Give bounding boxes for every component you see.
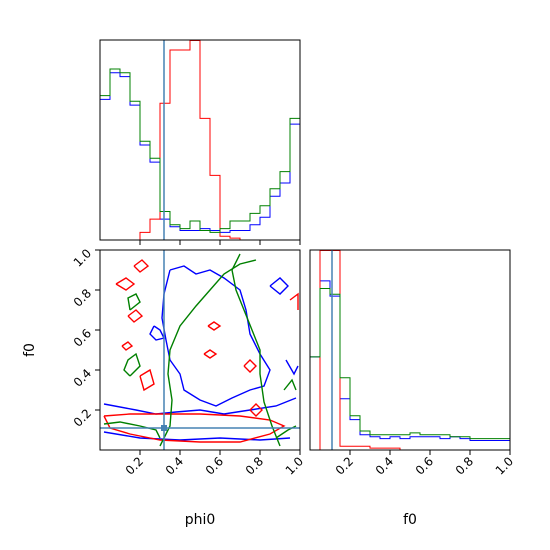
- histogram-phi0-frame: [99, 39, 301, 241]
- contour-red: [115, 277, 136, 291]
- x-tick-label: 0.8: [243, 454, 266, 477]
- y-tick-label: 0.8: [71, 286, 94, 309]
- y-tick-label: 0.6: [71, 326, 94, 349]
- x-axis-label-f0: f0: [403, 512, 417, 528]
- axis-labels: phi0 f0 f0: [22, 343, 417, 528]
- x-tick-label: 0.4: [373, 454, 396, 477]
- contour-blue: [149, 325, 166, 341]
- contour-green: [283, 378, 297, 391]
- contour-red: [289, 292, 299, 310]
- y-tick-label: 1.0: [71, 246, 94, 269]
- contour-red: [103, 413, 286, 443]
- contour-red: [207, 321, 222, 331]
- contour-red: [133, 259, 150, 273]
- contour-blue: [285, 359, 299, 376]
- hist-series-green: [100, 68, 300, 233]
- x-tick-label: 1.0: [493, 454, 516, 477]
- x-tick-label: 0.2: [333, 454, 356, 477]
- y-tick-label: 0.2: [71, 406, 94, 429]
- contour-panel-frame: [99, 249, 301, 451]
- x-tick-label: 0.8: [453, 454, 476, 477]
- contour-green: [123, 352, 141, 377]
- contour-phi0-f0-panel: 0.2 0.4 0.6 0.8 1.0 0.2 0.4 0.6 0.8 1.0: [71, 246, 306, 477]
- contour-green: [103, 421, 161, 439]
- hist-series-green: [310, 288, 510, 440]
- y-axis-label-f0: f0: [22, 343, 38, 357]
- histogram-f0-panel: 0.2 0.4 0.6 0.8 1.0: [309, 249, 516, 478]
- y-tick-label: 0.4: [71, 366, 94, 389]
- contour-blue: [269, 277, 289, 295]
- contour-red: [249, 403, 263, 417]
- contour-red: [243, 359, 257, 373]
- contour-blue: [161, 265, 271, 407]
- contour-green: [127, 293, 141, 311]
- x-tick-label: 1.0: [283, 454, 306, 477]
- truth-marker: [161, 425, 167, 431]
- x-tick-label: 0.2: [123, 454, 146, 477]
- x-tick-label: 0.6: [203, 454, 226, 477]
- x-axis-label-phi0: phi0: [185, 512, 216, 528]
- contour-red: [121, 341, 134, 351]
- histogram-phi0-panel: [99, 39, 301, 245]
- x-tick-label: 0.4: [163, 454, 186, 477]
- contour-blue: [103, 431, 291, 441]
- contour-blue: [103, 397, 297, 415]
- contour-green: [159, 259, 257, 447]
- contour-red: [139, 368, 155, 392]
- contour-red: [203, 349, 218, 359]
- x-tick-label: 0.6: [413, 454, 436, 477]
- histogram-f0-frame: [309, 249, 511, 451]
- contour-green: [231, 253, 281, 447]
- contour-red: [127, 309, 144, 323]
